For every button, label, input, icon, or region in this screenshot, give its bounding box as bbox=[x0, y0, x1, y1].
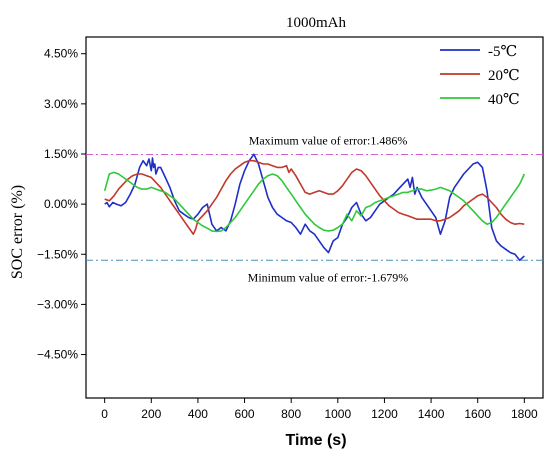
reference-label-max: Maximum value of error:1.486% bbox=[249, 133, 408, 147]
y-axis-ticks: −4.50% −3.00% −1.50% 0.00% 1.50% 3.00% 4.50% bbox=[37, 47, 86, 362]
x-tick-label: 600 bbox=[235, 407, 255, 421]
legend: -5℃ 20℃ 40℃ bbox=[440, 44, 520, 108]
y-tick-label: 4.50% bbox=[44, 47, 78, 61]
x-axis-ticks: 0 200 400 600 800 1000 1200 1400 1600 1800 bbox=[101, 398, 538, 421]
x-tick-label: 1600 bbox=[464, 407, 491, 421]
plot-frame bbox=[85, 36, 544, 399]
chart-title: 1000mAh bbox=[286, 15, 347, 31]
legend-label-1: 20℃ bbox=[488, 68, 520, 84]
x-tick-label: 1800 bbox=[511, 407, 538, 421]
y-tick-label: 0.00% bbox=[44, 197, 78, 211]
x-axis-label: Time (s) bbox=[285, 432, 346, 449]
y-tick-label: −1.50% bbox=[37, 247, 78, 261]
series-lines bbox=[103, 153, 526, 262]
y-tick-label: 3.00% bbox=[44, 97, 78, 111]
x-tick-label: 200 bbox=[141, 407, 161, 421]
x-tick-label: 1200 bbox=[371, 407, 398, 421]
reference-label-min: Minimum value of error:-1.679% bbox=[248, 270, 409, 284]
reference-lines: Maximum value of error:1.486% Minimum val… bbox=[86, 133, 543, 284]
x-tick-label: 1000 bbox=[324, 407, 351, 421]
y-axis-label: SOC error (%) bbox=[9, 185, 26, 279]
legend-label-0: -5℃ bbox=[488, 44, 517, 60]
x-tick-label: 1400 bbox=[418, 407, 445, 421]
series-line-2 bbox=[103, 171, 526, 233]
series-line-0 bbox=[104, 153, 525, 262]
series-line-1 bbox=[104, 159, 525, 235]
legend-label-2: 40℃ bbox=[488, 92, 520, 108]
y-tick-label: −4.50% bbox=[37, 348, 78, 362]
x-tick-label: 400 bbox=[188, 407, 208, 421]
y-tick-label: −3.00% bbox=[37, 297, 78, 311]
x-tick-label: 800 bbox=[281, 407, 301, 421]
x-tick-label: 0 bbox=[101, 407, 108, 421]
y-tick-label: 1.50% bbox=[44, 147, 78, 161]
